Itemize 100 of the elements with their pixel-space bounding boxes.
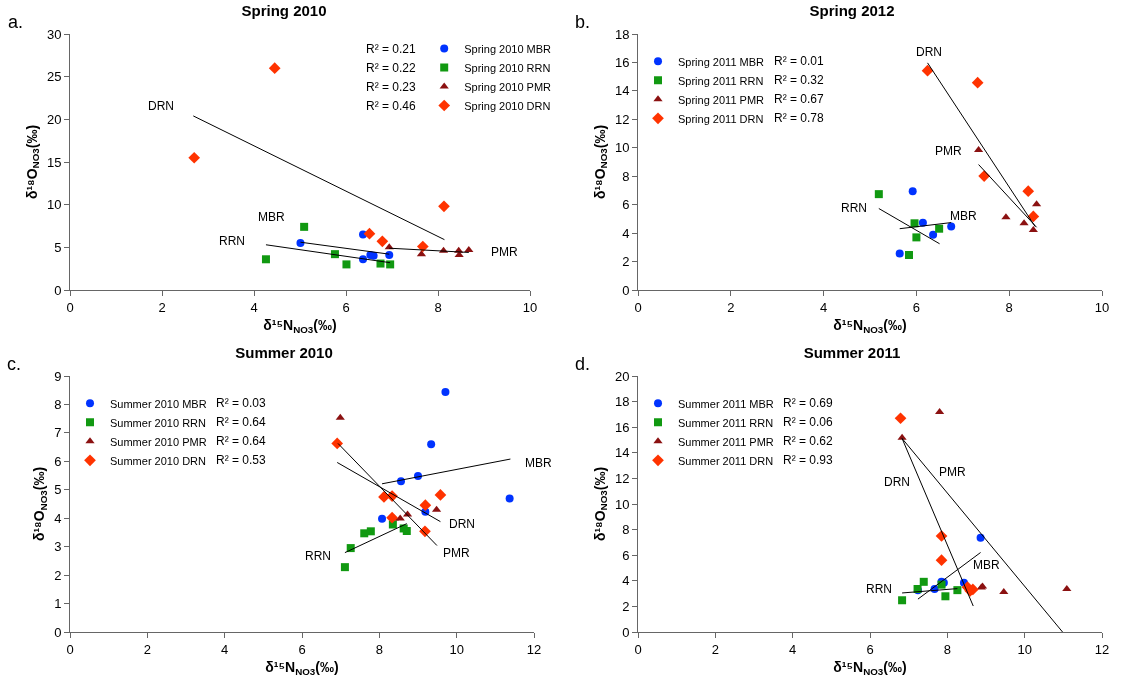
y-tick-label: 0: [622, 282, 630, 298]
y-tick-label: 16: [614, 54, 630, 70]
annotation: PMR: [491, 245, 518, 259]
annotation: PMR: [443, 546, 470, 560]
y-tick-label: 0: [54, 282, 62, 298]
y-tick-label: 7: [54, 425, 62, 441]
y-tick-label: 16: [614, 419, 630, 435]
text: d.: [575, 354, 591, 374]
x-tick-label: 0: [66, 299, 74, 315]
annotation: DRN: [148, 99, 174, 113]
annotation: DRN: [449, 517, 475, 531]
x-tick-label: 4: [250, 299, 258, 315]
y-tick-label: 12: [614, 470, 630, 486]
y-tick-label: 2: [54, 567, 62, 583]
y-tick-label: 10: [614, 496, 630, 512]
x-tick-label: 2: [711, 641, 719, 657]
y-tick-label: 8: [622, 168, 630, 184]
annotation: RRN: [219, 234, 245, 248]
annotation: DRN: [884, 475, 910, 489]
y-tick-label: 10: [614, 140, 630, 156]
chart-title: Spring 2012: [809, 1, 895, 19]
x-tick-label: 0: [634, 641, 642, 657]
x-tick-label: 0: [634, 299, 642, 315]
y-tick-label: 14: [614, 445, 630, 461]
y-tick-label: 5: [54, 482, 62, 498]
legend-label: Summer 2010 RRN: [110, 416, 207, 429]
y-tick-label: 20: [46, 111, 62, 127]
legend-label: Spring 2011 DRN: [678, 112, 764, 125]
annotation: R² = 0.53: [216, 453, 267, 467]
x-axis-title: δ¹⁵N$_{NO3}$(‰): [263, 316, 337, 335]
y-tick-label: 6: [622, 197, 630, 213]
chart-title: Spring 2010: [241, 1, 327, 19]
annotation: R² = 0.46: [366, 99, 417, 113]
y-tick-label: 8: [622, 522, 630, 538]
y-tick-label: 12: [614, 111, 630, 127]
annotation: RRN: [866, 582, 892, 596]
annotation: R² = 0.06: [783, 415, 834, 429]
x-tick-label: 2: [143, 641, 151, 657]
y-tick-label: 0: [622, 624, 630, 640]
annotation: PMR: [939, 465, 966, 479]
x-tick-label: 6: [866, 641, 874, 657]
y-tick-label: 2: [622, 254, 630, 270]
chart-title: Summer 2011: [803, 343, 901, 361]
y-tick-label: 6: [622, 547, 630, 563]
x-axis-title: δ¹⁵N$_{NO3}$(‰): [833, 316, 907, 335]
y-tick-label: 14: [614, 83, 630, 99]
legend-label: Spring 2010 MBR: [464, 42, 552, 55]
annotation: R² = 0.01: [774, 54, 825, 68]
y-tick-label: 20: [614, 368, 630, 384]
y-tick-label: 9: [54, 368, 62, 384]
annotation: R² = 0.78: [774, 111, 825, 125]
legend-label: Spring 2010 DRN: [464, 99, 551, 112]
annotation: R² = 0.64: [216, 434, 267, 448]
y-tick-label: 5: [54, 239, 62, 255]
x-tick-label: 4: [819, 299, 828, 315]
x-tick-label: 6: [298, 641, 306, 657]
x-tick-label: 12: [526, 641, 542, 657]
text: b.: [575, 12, 591, 32]
y-tick-label: 4: [622, 573, 630, 589]
legend-label: Summer 2010 MBR: [110, 397, 207, 410]
legend-label: Summer 2011 PMR: [678, 435, 774, 448]
x-tick-label: 10: [522, 299, 538, 315]
annotation: R² = 0.22: [366, 61, 417, 75]
annotation: RRN: [305, 549, 331, 563]
x-tick-label: 12: [1094, 641, 1110, 657]
x-tick-label: 8: [943, 641, 951, 657]
y-tick-label: 25: [46, 69, 62, 85]
x-tick-label: 0: [66, 641, 74, 657]
annotation: MBR: [258, 210, 285, 224]
legend-label: Spring 2011 PMR: [678, 93, 765, 106]
legend-label: Summer 2011 RRN: [678, 416, 774, 429]
annotation: MBR: [973, 558, 1000, 572]
y-tick-label: 18: [614, 26, 630, 42]
x-tick-label: 8: [434, 299, 442, 315]
annotation: R² = 0.21: [366, 42, 417, 56]
y-tick-label: 2: [622, 598, 630, 614]
x-tick-label: 10: [449, 641, 464, 657]
annotation: R² = 0.32: [774, 73, 825, 87]
annotation: R² = 0.67: [774, 92, 825, 106]
x-tick-label: 2: [158, 299, 166, 315]
annotation: MBR: [950, 209, 977, 223]
annotation: R² = 0.62: [783, 434, 834, 448]
x-tick-label: 4: [221, 641, 229, 657]
y-tick-label: 1: [54, 596, 62, 612]
annotation: R² = 0.93: [783, 453, 834, 467]
y-tick-label: 6: [54, 453, 62, 469]
annotation: RRN: [841, 201, 867, 215]
annotation: R² = 0.03: [216, 396, 267, 410]
legend-label: Summer 2011 MBR: [678, 397, 774, 410]
legend-label: Summer 2011 DRN: [678, 454, 774, 467]
y-tick-label: 4: [622, 225, 630, 241]
x-tick-label: 4: [789, 641, 797, 657]
x-tick-label: 8: [1005, 299, 1013, 315]
text: a.: [8, 12, 24, 32]
x-tick-label: 6: [912, 299, 921, 315]
legend-label: Spring 2011 MBR: [678, 55, 765, 68]
annotation: MBR: [525, 456, 552, 470]
y-tick-label: 18: [614, 394, 630, 410]
annotation: DRN: [916, 45, 942, 59]
y-tick-label: 4: [54, 510, 62, 526]
